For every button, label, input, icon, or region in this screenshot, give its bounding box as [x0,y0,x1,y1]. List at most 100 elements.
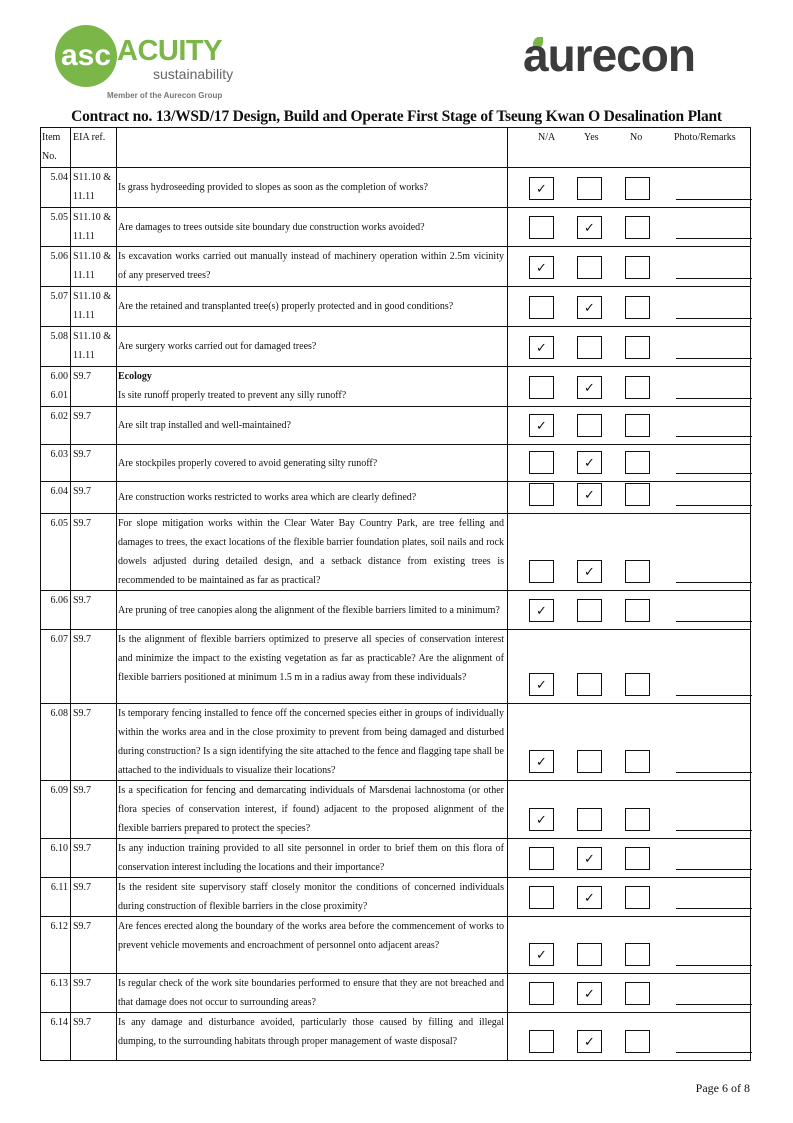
checkbox-yes[interactable] [577,808,602,831]
checkbox-na[interactable]: ✓ [529,177,554,200]
checkbox-no[interactable] [625,982,650,1005]
checkbox-na[interactable] [529,560,554,583]
checkbox-yes[interactable] [577,750,602,773]
remarks-field[interactable] [676,830,752,831]
checkbox-no[interactable] [625,599,650,622]
item-number: 6.12 [50,921,69,932]
answer-cell: ✓ [507,973,752,1013]
checkbox-no[interactable] [625,177,650,200]
checkbox-yes[interactable]: ✓ [577,483,602,506]
checkbox-na[interactable] [529,376,554,399]
checkbox-no[interactable] [625,216,650,239]
checkbox-no[interactable] [625,376,650,399]
question-cell: Is temporary fencing installed to fence … [116,703,508,781]
checkbox-na[interactable]: ✓ [529,414,554,437]
remarks-field[interactable] [676,1004,752,1005]
checkbox-na[interactable] [529,483,554,506]
checkbox-no[interactable] [625,943,650,966]
question-text: Are the retained and transplanted tree(s… [118,301,454,312]
question-text: Are fences erected along the boundary of… [118,921,504,951]
remarks-field[interactable] [676,318,752,319]
checkbox-no[interactable] [625,886,650,909]
checkbox-no[interactable] [625,414,650,437]
checkbox-yes[interactable]: ✓ [577,376,602,399]
checkbox-na[interactable]: ✓ [529,599,554,622]
checkbox-yes[interactable] [577,673,602,696]
checklist-table: Item No. EIA ref. N/A Yes No Photo/Remar… [40,127,752,1061]
remarks-field[interactable] [676,582,752,583]
remarks-field[interactable] [676,1052,752,1053]
checkbox-no[interactable] [625,451,650,474]
eia-ref: S9.7 [70,877,117,917]
remarks-field[interactable] [676,436,752,437]
checkbox-na[interactable]: ✓ [529,336,554,359]
answer-cell: ✓ [507,916,752,974]
checkbox-yes[interactable]: ✓ [577,1030,602,1053]
checkbox-na[interactable] [529,1030,554,1053]
remarks-field[interactable] [676,869,752,870]
check-mark-icon: ✓ [584,1034,595,1049]
remarks-field[interactable] [676,238,752,239]
checkbox-na[interactable] [529,296,554,319]
checkbox-na[interactable] [529,847,554,870]
item-number: 6.10 [50,843,69,854]
checkbox-no[interactable] [625,483,650,506]
remarks-field[interactable] [676,695,752,696]
checkbox-yes[interactable]: ✓ [577,886,602,909]
question-text: Is site runoff properly treated to preve… [118,390,347,401]
checkbox-yes[interactable] [577,256,602,279]
checkbox-no[interactable] [625,256,650,279]
checkbox-yes[interactable]: ✓ [577,847,602,870]
answer-cell: ✓ [507,780,752,839]
remarks-field[interactable] [676,908,752,909]
checkbox-yes[interactable]: ✓ [577,296,602,319]
item-number: 6.14 [50,1017,69,1028]
checkbox-yes[interactable]: ✓ [577,982,602,1005]
remarks-field[interactable] [676,473,752,474]
checkbox-na[interactable]: ✓ [529,673,554,696]
checkbox-yes[interactable]: ✓ [577,216,602,239]
checkbox-yes[interactable] [577,414,602,437]
checkbox-yes[interactable] [577,336,602,359]
checkbox-yes[interactable]: ✓ [577,451,602,474]
checkbox-no[interactable] [625,560,650,583]
checkbox-no[interactable] [625,1030,650,1053]
checkbox-na[interactable] [529,982,554,1005]
checkbox-na[interactable]: ✓ [529,750,554,773]
item-number: 6.05 [50,518,69,529]
acuity-member-text: Member of the Aurecon Group [107,91,223,100]
checkbox-no[interactable] [625,673,650,696]
checkbox-yes[interactable]: ✓ [577,560,602,583]
remarks-field[interactable] [676,398,752,399]
checkbox-na[interactable] [529,216,554,239]
checkbox-yes[interactable] [577,599,602,622]
remarks-field[interactable] [676,772,752,773]
item-number: 5.06 [50,251,69,262]
checkbox-no[interactable] [625,336,650,359]
remarks-field[interactable] [676,199,752,200]
remarks-field[interactable] [676,505,752,506]
remarks-field[interactable] [676,358,752,359]
checkbox-na[interactable] [529,886,554,909]
checkbox-na[interactable]: ✓ [529,256,554,279]
item-cell: 6.07 [40,629,71,704]
remarks-field[interactable] [676,621,752,622]
question-cell: Is excavation works carried out manually… [116,246,508,287]
remarks-field[interactable] [676,278,752,279]
item-number: 6.04 [50,486,69,497]
checkbox-yes[interactable] [577,177,602,200]
question-text: Are construction works restricted to wor… [118,492,417,503]
table-row: 6.08 S9.7 Is temporary fencing installed… [40,703,752,781]
header-na: N/A [538,132,556,143]
checkbox-no[interactable] [625,808,650,831]
checkbox-na[interactable]: ✓ [529,943,554,966]
item-cell: 6.14 [40,1012,71,1061]
checkbox-no[interactable] [625,296,650,319]
checkbox-na[interactable]: ✓ [529,808,554,831]
checkbox-no[interactable] [625,847,650,870]
checkbox-no[interactable] [625,750,650,773]
checkbox-yes[interactable] [577,943,602,966]
checkbox-na[interactable] [529,451,554,474]
remarks-field[interactable] [676,965,752,966]
check-mark-icon: ✓ [584,300,595,315]
